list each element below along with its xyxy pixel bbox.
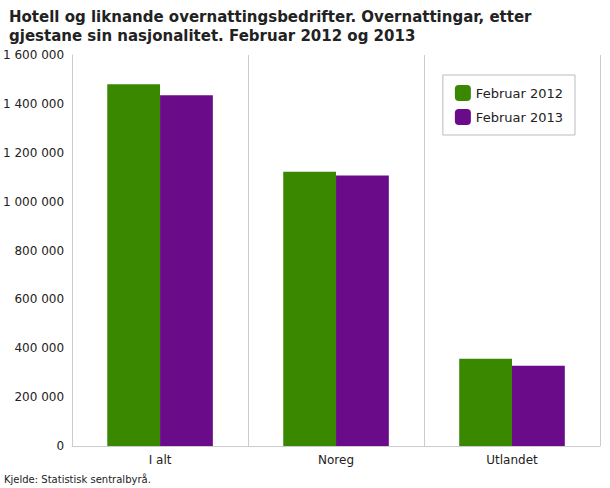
svg-text:Noreg: Noreg xyxy=(318,453,354,467)
svg-text:800 000: 800 000 xyxy=(14,244,64,258)
svg-text:1 200 000: 1 200 000 xyxy=(3,146,64,160)
svg-text:200 000: 200 000 xyxy=(14,390,64,404)
svg-text:Hotell og liknande overnatting: Hotell og liknande overnattingsbedrifter… xyxy=(9,8,537,26)
svg-text:gjestane sin nasjonalitet. Feb: gjestane sin nasjonalitet. Februar 2012 … xyxy=(9,27,415,45)
svg-text:Februar 2013: Februar 2013 xyxy=(476,110,563,125)
svg-text:Kjelde: Statistisk sentralbyrå: Kjelde: Statistisk sentralbyrå. xyxy=(4,473,151,485)
svg-text:0: 0 xyxy=(56,439,64,453)
svg-text:1 000 000: 1 000 000 xyxy=(3,195,64,209)
svg-text:400 000: 400 000 xyxy=(14,341,64,355)
svg-text:Februar 2012: Februar 2012 xyxy=(476,86,563,101)
svg-text:1 400 000: 1 400 000 xyxy=(3,97,64,111)
svg-text:1 600 000: 1 600 000 xyxy=(3,48,64,62)
svg-text:600 000: 600 000 xyxy=(14,292,64,306)
svg-text:Utlandet: Utlandet xyxy=(486,453,538,467)
svg-text:I alt: I alt xyxy=(149,453,172,467)
